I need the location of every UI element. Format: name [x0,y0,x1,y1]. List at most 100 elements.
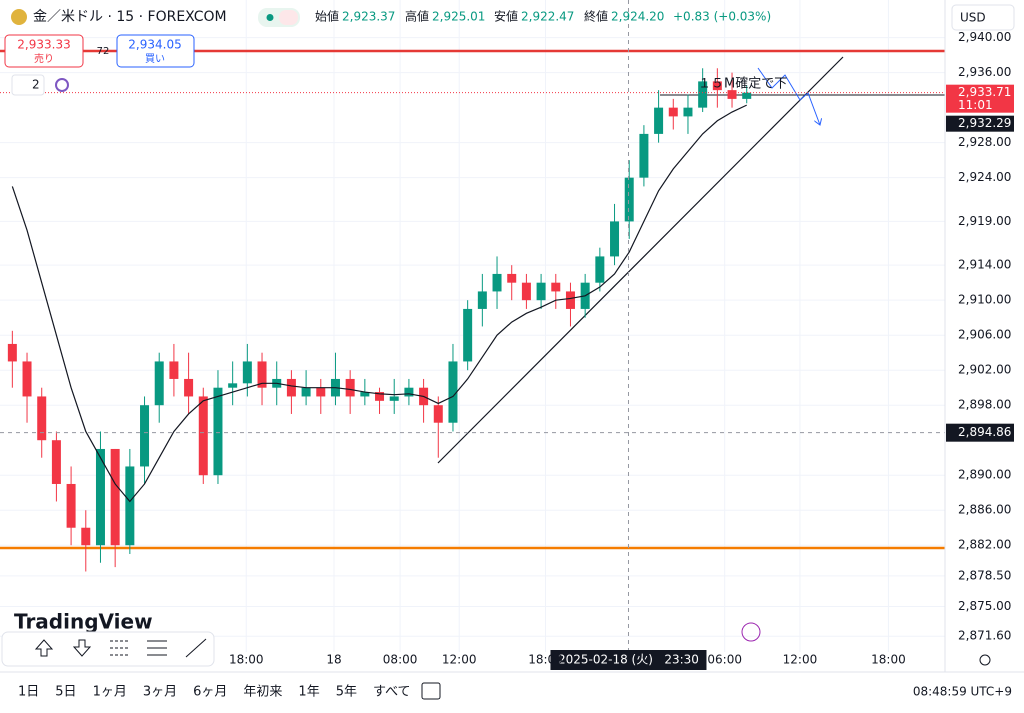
candle-body [712,81,722,91]
y-tick-label: 2,871.60 [958,629,1011,643]
y-tick-label: 2,875.00 [958,599,1011,613]
timeframe-button[interactable]: 6ヶ月 [193,685,227,700]
sell-button[interactable] [4,34,84,68]
high-value: 2,925.01 [432,10,485,24]
indicator-toggle[interactable] [11,74,45,96]
y-tick-label: 2,924.00 [958,170,1011,184]
plot: １５M確定で下 [0,49,945,572]
trend-line [437,56,844,464]
sync-icon[interactable] [55,78,69,92]
y-tick-label: 2,878.50 [958,568,1011,582]
candle-body [683,107,693,117]
x-tick-label: 18:00 [528,653,563,667]
y-tick-label: 2,882.00 [958,538,1011,552]
y-tick-label: 2,902.00 [958,363,1011,377]
x-tick-label: 12:00 [442,653,477,667]
tool-fib[interactable] [110,640,130,656]
candle-body [448,361,458,423]
high-label: 高値 [405,9,429,24]
y-tick-label: 2,890.00 [958,468,1011,482]
y-tick-label: 2,910.00 [958,293,1011,307]
candle-body [463,308,473,362]
candle-body [125,466,135,546]
currency-button[interactable] [951,4,1015,31]
candle-body [37,396,47,441]
last-price-box [946,84,1014,113]
y-tick-label: 2,886.00 [958,503,1011,517]
calendar-icon[interactable] [421,682,441,700]
y-tick-label: 2,919.00 [958,214,1011,228]
candle-body [316,387,326,397]
low-value: 2,922.47 [521,10,574,24]
candle-body [668,107,678,117]
candle-body [536,282,546,301]
spread: 72 [97,46,110,57]
ma-price-box [946,115,1014,132]
candle-body [81,527,91,546]
sell-price: 2,933.33 [17,38,70,52]
candle-body [184,378,194,397]
timeframe-button[interactable]: 1ヶ月 [93,685,127,700]
candle-body [477,291,487,309]
buy-price: 2,934.05 [128,38,181,52]
candle-body [154,361,164,406]
y-tick-label: 2,940.00 [958,30,1011,44]
timeframe-button[interactable]: 年初来 [243,685,282,700]
timeframe-button[interactable]: 5日 [55,685,76,700]
candle-body [404,387,414,397]
open-label: 始値 [315,9,339,24]
alert-icon[interactable] [741,622,761,642]
y-tick-label: 2,928.00 [958,135,1011,149]
timeframe-button[interactable]: 3ヶ月 [143,685,177,700]
candle-body [7,343,17,362]
candle-body [565,291,575,309]
candle-body [242,361,252,384]
settings-icon[interactable] [979,654,991,666]
candle-body [360,392,370,397]
annotation: １５M確定で下 [698,76,787,92]
ma-price-label: 2,932.29 [958,116,1011,130]
low-label: 安値 [494,9,518,24]
tool-lines[interactable] [147,640,167,656]
candle-body [228,383,238,388]
drawing-toolbar [1,631,215,667]
candle-body [507,273,517,283]
y-tick-label: 2,898.00 [958,398,1011,412]
candle-body [551,282,561,292]
candle-body [213,387,223,476]
projection-arrow [757,67,820,125]
candle-body [375,392,385,401]
candle-body [51,440,61,484]
candle-body [624,177,634,222]
candle-body [492,273,502,292]
candle-body [654,107,664,134]
candle-body [742,92,752,99]
last-price-label: 2,933.71 [958,85,1011,99]
timeframe-button[interactable]: 1日 [18,685,39,700]
candle-body [95,448,105,546]
tool-trend[interactable] [185,638,207,658]
sell-label: 売り [34,52,54,65]
timeframe-button[interactable]: すべて [373,685,411,700]
candle-body [389,396,399,401]
change: +0.83 (+0.03%) [673,10,771,24]
tool-down[interactable] [72,639,92,657]
candle-body [610,221,620,257]
clock: 08:48:59 UTC+9 [913,685,1012,699]
tool-up[interactable] [34,639,54,657]
candle-body [345,378,355,397]
x-tick-label: 18:00 [229,653,264,667]
buy-button[interactable] [116,34,195,68]
candle-body [301,387,311,397]
candle-body [66,483,76,528]
buy-label: 買い [145,53,165,65]
candle-body [521,282,531,301]
y-tick-label: 2,906.00 [958,328,1011,342]
symbol-icon [11,9,27,25]
timeframe-button[interactable]: 5年 [336,685,357,700]
indicator-count: 2 [32,78,40,92]
timeframe-button[interactable]: 1年 [298,685,319,700]
candle-body [22,361,32,397]
